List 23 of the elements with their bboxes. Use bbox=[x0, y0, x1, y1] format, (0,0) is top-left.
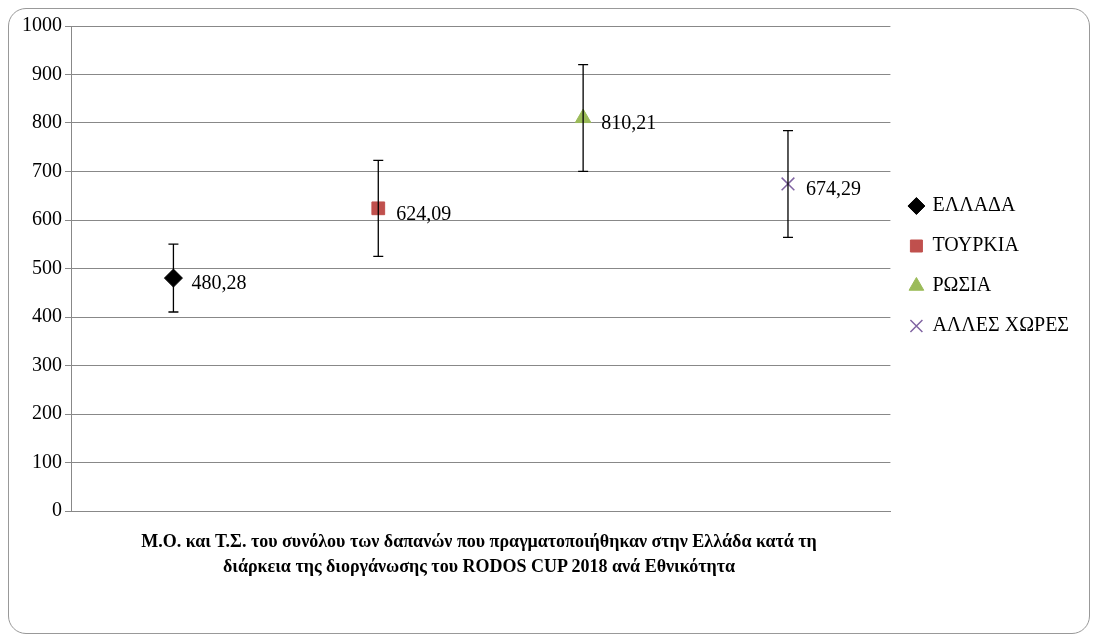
y-tick-label: 900 bbox=[32, 61, 62, 84]
data-label: 480,28 bbox=[191, 271, 247, 294]
y-tick-label: 200 bbox=[32, 401, 62, 424]
point bbox=[371, 201, 386, 216]
legend-label: ΕΛΛΑΔΑ bbox=[932, 193, 1016, 216]
legend-label: ΑΛΛΕΣ ΧΩΡΕΣ bbox=[932, 313, 1069, 336]
data-label: 810,21 bbox=[601, 111, 657, 134]
y-tick-label: 600 bbox=[32, 207, 62, 230]
y-tick-label: 0 bbox=[52, 498, 62, 521]
y-tick-label: 100 bbox=[32, 449, 62, 472]
y-tick-label: 1000 bbox=[22, 13, 62, 36]
y-tick-label: 800 bbox=[32, 110, 62, 133]
legend-label: ΤΟΥΡΚΙΑ bbox=[932, 233, 1020, 256]
point bbox=[163, 268, 183, 288]
legend-label: ΡΩΣΙΑ bbox=[932, 273, 992, 296]
y-tick-label: 300 bbox=[32, 352, 62, 375]
y-tick-label: 400 bbox=[32, 304, 62, 327]
point bbox=[780, 176, 796, 192]
data-label: 674,29 bbox=[805, 177, 861, 200]
y-tick-label: 700 bbox=[32, 158, 62, 181]
text: Μ.Ο. και Τ.Σ. του συνόλου των δαπανών που πραγματοποιήθηκαν στην Ελλάδα κατά τη διάρκεια της διοργάνωσης του RODOS CUP 2018 ανά Εθνικότητα bbox=[140, 530, 818, 578]
data-label: 624,09 bbox=[396, 201, 452, 224]
y-tick-label: 500 bbox=[32, 255, 62, 278]
